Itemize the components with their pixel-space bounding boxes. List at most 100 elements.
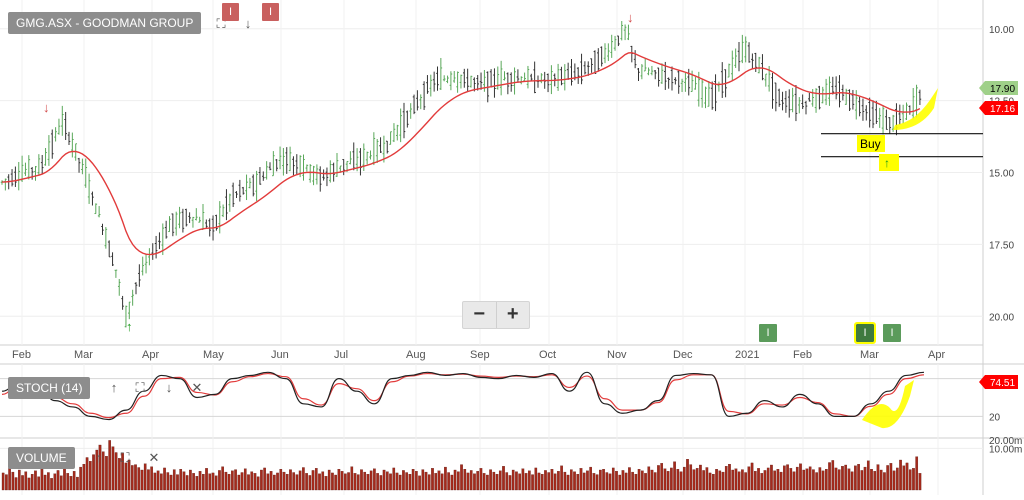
volume-bar <box>469 470 473 491</box>
volume-bar <box>637 469 641 491</box>
volume-bar <box>757 468 760 491</box>
volume-bar <box>214 475 218 491</box>
time-tick-label: 2021 <box>735 349 759 361</box>
fullscreen-icon[interactable]: ⛶ <box>135 380 145 395</box>
close-icon[interactable]: ✕ <box>148 450 160 465</box>
volume-bar <box>43 474 47 491</box>
move-down-icon[interactable]: ↓ <box>244 16 252 31</box>
volume-bar <box>460 464 463 491</box>
volume-bar <box>24 471 28 491</box>
volume-bar <box>114 452 118 491</box>
volume-bar <box>50 478 53 491</box>
volume-bar <box>721 471 725 491</box>
volume-bar <box>356 474 360 491</box>
volume-bar <box>72 471 76 491</box>
fullscreen-icon[interactable]: ⛶ <box>216 16 226 31</box>
volume-bar <box>860 470 864 491</box>
volume-bar <box>505 472 509 491</box>
volume-bar <box>841 466 844 491</box>
volume-bar <box>69 476 73 491</box>
volume-bar <box>770 464 773 491</box>
volume-bar <box>453 469 457 491</box>
volume-bar <box>660 463 664 491</box>
volume-tick-label: 20.00m <box>989 436 1022 447</box>
volume-bar <box>185 475 189 491</box>
stoch-label[interactable]: STOCH (14) <box>8 377 91 399</box>
volume-bar <box>227 474 231 491</box>
buy-highlight <box>857 135 885 152</box>
volume-bar <box>360 469 363 491</box>
volume-bar <box>124 462 128 491</box>
volume-bar <box>437 470 441 491</box>
volume-bar <box>176 474 179 491</box>
volume-bar <box>347 472 350 491</box>
volume-bar <box>892 470 896 491</box>
time-tick-label: Mar <box>74 349 93 361</box>
close-icon[interactable]: ✕ <box>191 380 203 395</box>
signal-mark-2[interactable]: I <box>262 3 279 21</box>
time-tick-label: Oct <box>539 349 556 361</box>
volume-bar <box>211 472 215 491</box>
volume-bar <box>624 472 628 491</box>
volume-bar <box>502 466 505 491</box>
price-tick-label: 20.00 <box>989 312 1014 323</box>
volume-bar <box>666 471 670 491</box>
volume-bar <box>844 464 848 491</box>
volume-bar <box>156 470 160 491</box>
volume-bar <box>166 472 170 491</box>
volume-bar <box>327 469 331 491</box>
volume-bar <box>608 473 612 491</box>
volume-bar <box>818 467 822 491</box>
price-tick-label: 10.00 <box>989 25 1014 36</box>
last-price-tag <box>979 81 1018 95</box>
volume-bar <box>318 473 321 491</box>
volume-bar <box>37 476 40 491</box>
volume-bar <box>605 472 609 491</box>
zoom-out-button[interactable]: − <box>473 303 486 325</box>
volume-bar <box>276 472 279 491</box>
move-down-icon[interactable]: ↓ <box>165 380 173 395</box>
volume-bar <box>789 468 793 491</box>
tool-mark-2[interactable]: I <box>854 322 876 344</box>
volume-bar <box>644 473 647 491</box>
volume-bar <box>879 469 883 491</box>
volume-bar <box>889 463 893 491</box>
volume-bar <box>673 461 676 491</box>
volume-bar <box>741 469 744 491</box>
volume-bar <box>321 471 325 491</box>
volume-bar <box>854 465 857 491</box>
volume-bar <box>518 473 521 491</box>
volume-bar <box>402 470 405 491</box>
volume-bar <box>98 444 102 491</box>
sell-arrow: ↓ <box>43 100 50 115</box>
volume-bar <box>340 471 344 491</box>
volume-label[interactable]: VOLUME <box>8 447 75 469</box>
fullscreen-icon[interactable]: ⛶ <box>120 450 130 465</box>
tool-mark-1[interactable]: I <box>759 324 777 342</box>
volume-bar <box>118 458 121 491</box>
symbol-label[interactable]: GMG.ASX - GOODMAN GROUP <box>8 12 202 34</box>
tool-mark-3[interactable]: I <box>883 324 901 342</box>
stoch-k-line <box>1 371 925 421</box>
volume-bar <box>243 468 247 491</box>
volume-bar <box>224 471 228 491</box>
move-up-icon[interactable]: ↑ <box>95 450 103 465</box>
volume-bar <box>108 440 112 491</box>
signal-mark-1[interactable]: I <box>222 3 239 21</box>
volume-bar <box>153 472 157 491</box>
time-tick-label: Mar <box>860 349 879 361</box>
volume-bar <box>692 469 696 491</box>
volume-bar <box>59 475 63 491</box>
volume-bar <box>411 469 415 491</box>
volume-bar <box>825 469 828 491</box>
move-up-icon[interactable]: ↑ <box>110 380 118 395</box>
zoom-in-button[interactable]: + <box>495 302 530 328</box>
volume-bar <box>792 471 796 491</box>
volume-bar <box>686 459 689 491</box>
ma-price-value: 17.16 <box>990 104 1015 115</box>
volume-bar <box>799 463 802 491</box>
volume-bar <box>366 474 370 491</box>
stoch-tag <box>979 375 1018 389</box>
volume-bar <box>221 466 224 491</box>
